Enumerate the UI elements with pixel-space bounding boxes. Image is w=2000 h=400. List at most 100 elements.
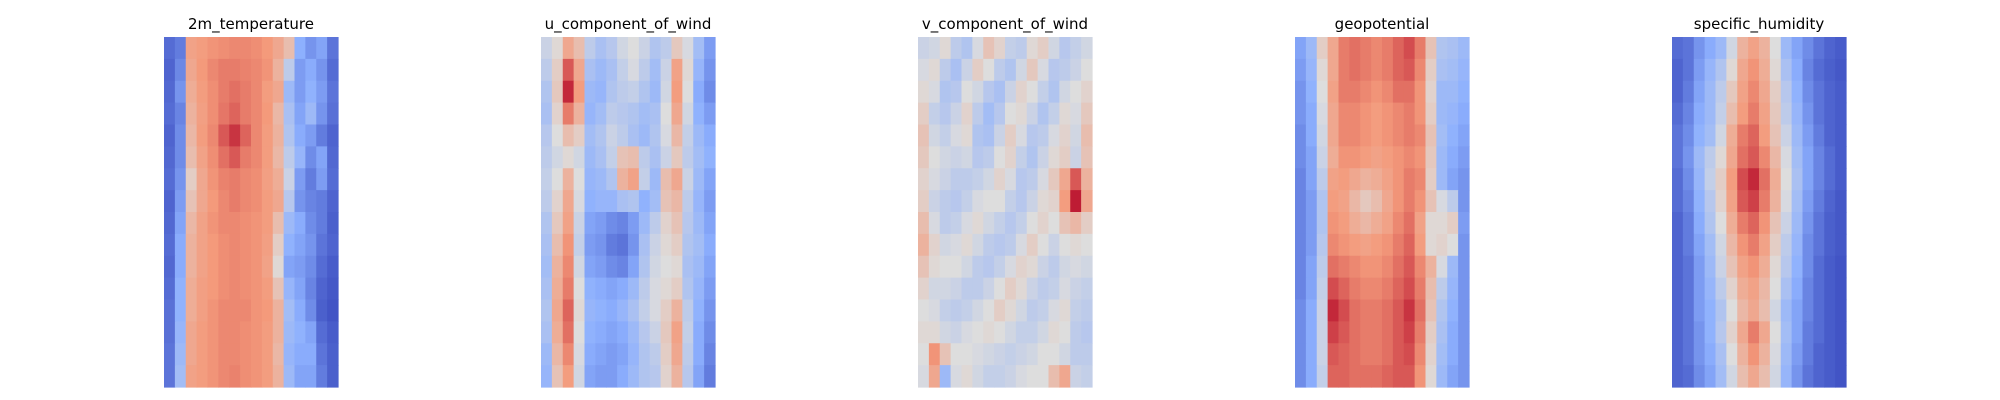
heatmap-cell bbox=[1458, 321, 1470, 344]
heatmap-cell bbox=[1682, 190, 1695, 213]
heatmap-cell bbox=[961, 212, 973, 235]
heatmap-cell bbox=[1748, 102, 1760, 126]
heatmap-cell bbox=[1005, 365, 1017, 388]
heatmap-cell bbox=[584, 299, 596, 322]
heatmap-cell bbox=[950, 365, 963, 388]
heatmap-cell bbox=[595, 37, 607, 60]
heatmap-cell bbox=[1392, 255, 1405, 279]
heatmap-cell bbox=[1737, 255, 1749, 279]
heatmap-cell bbox=[595, 168, 607, 191]
heatmap-cell bbox=[693, 168, 705, 191]
heatmap-cell bbox=[551, 299, 564, 322]
heatmap-cell bbox=[1436, 343, 1448, 366]
heatmap-cell bbox=[704, 37, 716, 60]
heatmap-cell bbox=[1327, 37, 1340, 60]
heatmap-cell bbox=[1414, 255, 1427, 279]
heatmap-cell bbox=[1403, 255, 1416, 279]
heatmap-cell bbox=[1693, 321, 1706, 344]
heatmap-cell bbox=[272, 233, 285, 257]
heatmap-cell bbox=[1059, 343, 1071, 366]
heatmap-cell bbox=[251, 146, 263, 169]
heatmap-cell bbox=[1780, 365, 1793, 388]
heatmap-cell bbox=[1715, 277, 1727, 301]
heatmap-cell bbox=[1791, 124, 1804, 147]
heatmap-cell bbox=[1458, 58, 1470, 82]
heatmap-cell bbox=[1769, 255, 1782, 279]
heatmap-cell bbox=[1802, 124, 1814, 147]
heatmap-cell bbox=[327, 321, 339, 344]
heatmap-cell bbox=[649, 212, 662, 235]
heatmap-cell bbox=[928, 365, 941, 388]
heatmap-cell bbox=[1682, 343, 1695, 366]
heatmap-cell bbox=[1436, 212, 1448, 235]
heatmap-cell bbox=[1305, 58, 1318, 82]
heatmap-cell bbox=[1048, 343, 1060, 366]
heatmap-cell bbox=[617, 321, 629, 344]
heatmap-cell bbox=[649, 299, 662, 322]
heatmap-cell bbox=[1316, 37, 1329, 60]
heatmap-cell bbox=[1382, 212, 1394, 235]
heatmap-cell bbox=[682, 102, 694, 126]
heatmap-cell bbox=[1769, 190, 1782, 213]
heatmap-cell bbox=[950, 37, 963, 60]
heatmap-cell bbox=[1371, 190, 1383, 213]
heatmap-cell bbox=[918, 365, 930, 388]
heatmap-cell bbox=[1026, 343, 1039, 366]
heatmap-cell bbox=[1338, 277, 1350, 301]
heatmap-cell bbox=[595, 58, 607, 82]
heatmap-cell bbox=[573, 146, 586, 169]
heatmap-cell bbox=[1382, 58, 1394, 82]
heatmap-cell bbox=[918, 58, 930, 82]
heatmap-cell bbox=[218, 146, 230, 169]
heatmap-cell bbox=[1371, 124, 1383, 147]
heatmap-cell bbox=[207, 190, 219, 213]
heatmap-cell bbox=[994, 255, 1006, 279]
heatmap-cell bbox=[1458, 343, 1470, 366]
heatmap-cell bbox=[294, 168, 306, 191]
heatmap-cell bbox=[671, 212, 683, 235]
heatmap-cell bbox=[1392, 124, 1405, 147]
heatmap-cell bbox=[1726, 365, 1738, 388]
heatmap-cell bbox=[185, 343, 198, 366]
heatmap-cell bbox=[671, 37, 683, 60]
heatmap-cell bbox=[1059, 365, 1071, 388]
heatmap-cell bbox=[1769, 343, 1782, 366]
heatmap-cell bbox=[1726, 255, 1738, 279]
heatmap-cell bbox=[704, 365, 716, 388]
heatmap-cell bbox=[983, 146, 995, 169]
heatmap-cell bbox=[1081, 321, 1093, 344]
heatmap-cell bbox=[1338, 233, 1350, 257]
heatmap-cell bbox=[305, 277, 317, 301]
heatmap-cell bbox=[1026, 80, 1039, 104]
heatmap-cell bbox=[1780, 277, 1793, 301]
heatmap-cell bbox=[1327, 343, 1340, 366]
heatmap-cell bbox=[261, 102, 274, 126]
heatmap-cell bbox=[1360, 277, 1372, 301]
heatmap-cell bbox=[1382, 277, 1394, 301]
heatmap-cell bbox=[682, 277, 694, 301]
heatmap-cell bbox=[1037, 255, 1050, 279]
heatmap-cell bbox=[1436, 58, 1448, 82]
heatmap-cell bbox=[1338, 365, 1350, 388]
heatmap-cell bbox=[1048, 168, 1060, 191]
heatmap-cell bbox=[164, 233, 176, 257]
heatmap-cell bbox=[240, 299, 252, 322]
heatmap-cell bbox=[229, 168, 241, 191]
heatmap-cell bbox=[649, 37, 662, 60]
heatmap-cell bbox=[327, 212, 339, 235]
heatmap-cell bbox=[1070, 102, 1082, 126]
heatmap-cell bbox=[1371, 365, 1383, 388]
heatmap-cell bbox=[1715, 80, 1727, 104]
heatmap-cell bbox=[1759, 365, 1771, 388]
heatmap-cell bbox=[541, 299, 553, 322]
heatmap-cell bbox=[928, 168, 941, 191]
heatmap-cell bbox=[1414, 233, 1427, 257]
heatmap-cell bbox=[972, 343, 984, 366]
heatmap-cell bbox=[251, 255, 263, 279]
heatmap-cell bbox=[562, 80, 575, 104]
heatmap-cell bbox=[1059, 124, 1071, 147]
heatmap-cell bbox=[682, 212, 694, 235]
heatmap-cell bbox=[174, 80, 187, 104]
heatmap-cell bbox=[174, 58, 187, 82]
heatmap-cell bbox=[573, 212, 586, 235]
